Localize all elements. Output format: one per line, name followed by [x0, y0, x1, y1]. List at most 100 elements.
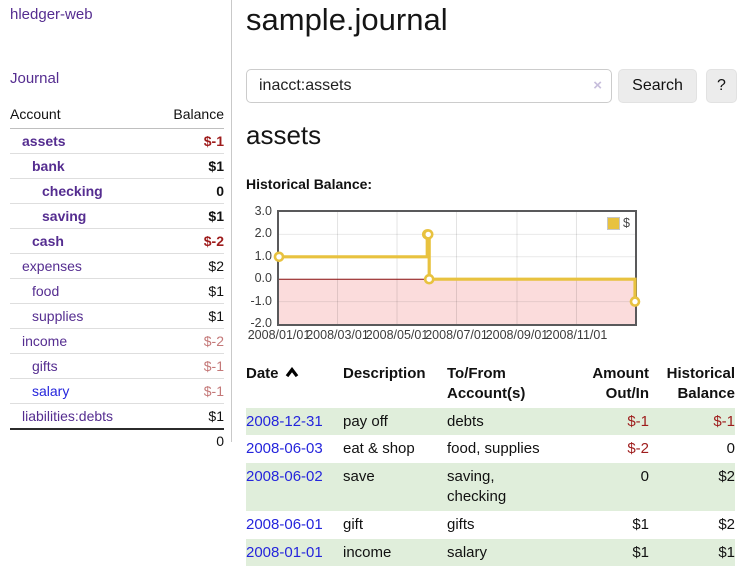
account-row: checking 0: [10, 178, 224, 204]
account-row: expenses $2: [10, 253, 224, 279]
account-balance: $-1: [153, 378, 224, 404]
accounts-col-header: Account: [10, 101, 154, 129]
account-balance: $1: [153, 303, 224, 329]
account-row: assets $-1: [10, 128, 224, 154]
legend-swatch: [607, 216, 621, 230]
account-link-income[interactable]: income: [22, 333, 68, 349]
transaction-amount: 0: [577, 463, 649, 511]
balance-col-header: Balance: [153, 101, 224, 129]
x-axis-tick-label: 2008/03/01: [306, 328, 369, 342]
account-row: income $-2: [10, 328, 224, 354]
transaction-description: save: [343, 463, 447, 511]
account-balance: $-2: [153, 228, 224, 254]
register-header-date[interactable]: Date: [246, 362, 343, 408]
register-row: 2008-01-01 income salary $1 $1: [246, 538, 735, 567]
account-link-cash[interactable]: cash: [32, 233, 64, 249]
search-button[interactable]: Search: [618, 69, 697, 103]
transaction-description: gift: [343, 515, 364, 533]
y-axis-tick-label: 2.0: [254, 226, 272, 241]
clear-search-icon[interactable]: ×: [593, 77, 602, 94]
main-content: sample.journal × Search ? assets Histori…: [246, 0, 742, 582]
transaction-balance: $2: [649, 463, 735, 511]
transaction-balance: 0: [726, 440, 735, 458]
chart-title: Historical Balance:: [246, 176, 373, 192]
account-row: cash $-2: [10, 228, 224, 254]
x-axis-tick-label: 2008/09/01: [485, 328, 549, 342]
x-axis-tick-label: 2008/07/01: [425, 328, 488, 342]
register-header-balance[interactable]: Historical Balance: [666, 365, 735, 402]
chart-legend: $: [605, 215, 632, 231]
transaction-accounts: gifts: [447, 515, 475, 533]
transaction-accounts: food, supplies: [447, 440, 540, 458]
register-table: Date Description To/From Account(s) Amou…: [246, 362, 735, 567]
y-axis-tick-label: 0.0: [254, 271, 272, 286]
x-axis-tick-label: 2008/11/01: [545, 328, 608, 342]
transaction-amount: $1: [632, 515, 649, 533]
y-axis-tick-label: -1.0: [250, 293, 272, 308]
account-heading: assets: [246, 120, 322, 150]
account-link-salary[interactable]: salary: [32, 383, 70, 399]
account-balance: $1: [153, 278, 224, 304]
transaction-accounts: debts: [447, 407, 577, 436]
account-row: salary $-1: [10, 378, 224, 404]
transaction-description: eat & shop: [343, 440, 415, 458]
account-balance: $-1: [153, 353, 224, 379]
chart-canvas: [273, 212, 641, 324]
transaction-date-link[interactable]: 2008-01-01: [246, 543, 323, 561]
transaction-amount: $-2: [627, 440, 649, 458]
register-header-description[interactable]: Description: [343, 365, 426, 382]
account-row: supplies $1: [10, 303, 224, 329]
nav-journal-link[interactable]: Journal: [10, 70, 60, 87]
account-balance: 0: [153, 178, 224, 204]
legend-label: $: [623, 216, 630, 230]
transaction-date-link[interactable]: 2008-06-02: [246, 468, 323, 486]
y-axis-tick-label: 1.0: [254, 248, 272, 263]
search-input[interactable]: [246, 69, 612, 103]
accounts-table: Account Balance assets $-1 bank $1 checkin…: [10, 101, 224, 452]
help-button[interactable]: ?: [706, 69, 737, 103]
transaction-date-link[interactable]: 2008-12-31: [246, 412, 323, 430]
transaction-amount: $1: [577, 538, 649, 567]
transaction-date-link[interactable]: 2008-06-01: [246, 515, 323, 533]
x-axis-tick-label: 2008/05/01: [365, 328, 429, 342]
account-link-supplies[interactable]: supplies: [32, 308, 84, 324]
account-balance: $-2: [153, 328, 224, 354]
account-balance: $2: [153, 253, 224, 279]
account-link-bank[interactable]: bank: [32, 158, 65, 174]
register-header-amount[interactable]: Amount Out/In: [592, 365, 649, 402]
register-row: 2008-06-03 eat & shop food, supplies $-2…: [246, 435, 735, 463]
account-row: food $1: [10, 278, 224, 304]
accounts-total: 0: [216, 433, 224, 449]
register-row: 2008-06-01 gift gifts $1 $2: [246, 511, 735, 539]
transaction-date-link[interactable]: 2008-06-03: [246, 440, 323, 458]
transaction-accounts: saving, checking: [447, 463, 577, 511]
account-row: bank $1: [10, 153, 224, 179]
account-row: saving $1: [10, 203, 224, 229]
account-link-liabilities-debts[interactable]: liabilities:debts: [22, 408, 114, 424]
brand-link[interactable]: hledger-web: [10, 6, 93, 23]
account-link-expenses[interactable]: expenses: [22, 258, 82, 274]
account-link-checking[interactable]: checking: [42, 183, 103, 199]
sidebar: hledger-web Journal Account Balance asse…: [0, 0, 232, 449]
register-header-accounts[interactable]: To/From Account(s): [447, 365, 526, 402]
transaction-amount: $-1: [577, 407, 649, 436]
account-link-gifts[interactable]: gifts: [32, 358, 58, 374]
transaction-balance: $2: [718, 515, 735, 533]
accounts-total-row: 0: [10, 429, 224, 452]
transaction-description: income: [343, 538, 447, 567]
account-link-assets[interactable]: assets: [22, 133, 66, 149]
data-point-marker: [422, 229, 434, 240]
account-balance: $-1: [153, 128, 224, 154]
account-link-food[interactable]: food: [32, 283, 60, 299]
transaction-description: pay off: [343, 407, 447, 436]
x-axis-tick-label: 2008/01/01: [247, 328, 311, 342]
account-balance: $1: [153, 403, 224, 430]
negative-region: [279, 279, 635, 324]
transaction-accounts: salary: [447, 538, 577, 567]
sort-ascending-icon: [285, 367, 298, 378]
account-link-saving[interactable]: saving: [42, 208, 87, 224]
account-balance: $1: [153, 153, 224, 179]
transaction-balance: $1: [649, 538, 735, 567]
register-row: 2008-06-02 save saving, checking 0 $2: [246, 463, 735, 511]
account-balance: $1: [153, 203, 224, 229]
